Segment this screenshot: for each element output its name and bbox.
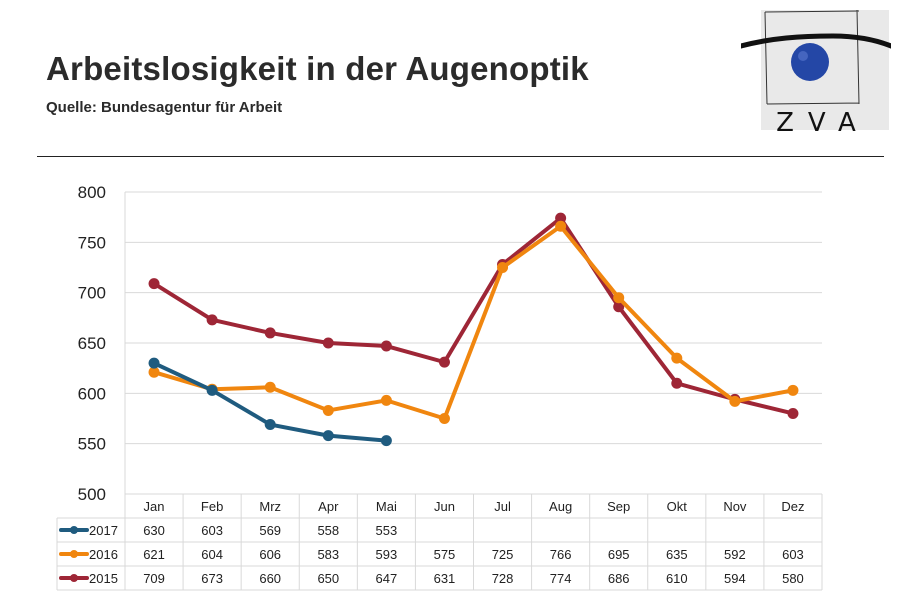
table-cell-value: 728 — [492, 571, 514, 586]
x-tick-label: Okt — [667, 499, 688, 514]
table-cell-value: 635 — [666, 547, 688, 562]
title-divider — [37, 156, 884, 157]
table-cell-value: 673 — [201, 571, 223, 586]
table-cell-value: 650 — [317, 571, 339, 586]
x-tick-label: Apr — [318, 499, 339, 514]
table-cell-value: 610 — [666, 571, 688, 586]
data-point-2016 — [555, 220, 567, 232]
data-point-2015 — [555, 212, 567, 224]
data-point-2016 — [438, 413, 450, 424]
table-cell-value: 621 — [143, 547, 165, 562]
legend-label: 2016 — [89, 547, 118, 562]
y-tick-label: 500 — [78, 485, 106, 504]
data-point-2015 — [438, 356, 450, 368]
table-cell-value: 647 — [376, 571, 398, 586]
table-cell-value: 603 — [201, 523, 223, 538]
data-point-2016 — [380, 394, 392, 406]
legend-key-marker — [70, 526, 78, 534]
page-title: Arbeitslosigkeit in der Augenoptik — [46, 50, 589, 87]
data-point-2015 — [613, 301, 625, 313]
data-point-2017 — [322, 430, 334, 442]
legend-key-marker — [70, 550, 78, 558]
table-cell-value: 766 — [550, 547, 572, 562]
table-cell-value: 594 — [724, 571, 746, 586]
data-point-2015 — [380, 340, 392, 352]
data-point-2015 — [206, 314, 218, 326]
data-point-2017 — [380, 435, 392, 447]
data-point-2015 — [787, 407, 799, 419]
x-tick-label: Jun — [434, 499, 455, 514]
legend-label: 2017 — [89, 523, 118, 538]
table-cell-value: 686 — [608, 571, 630, 586]
legend-label: 2015 — [89, 571, 118, 586]
series-line-2015 — [152, 216, 795, 416]
source-note: Quelle: Bundesagentur für Arbeit — [46, 99, 283, 116]
x-tick-label: Feb — [201, 499, 223, 514]
table-cell-value: 630 — [143, 523, 165, 538]
zva-logo-graphic — [738, 9, 894, 130]
table-cell-value: 725 — [492, 547, 514, 562]
table-cell-value: 603 — [782, 547, 804, 562]
y-tick-label: 550 — [78, 435, 106, 454]
x-tick-label: Nov — [723, 499, 747, 514]
x-tick-label: Sep — [607, 499, 630, 514]
y-tick-label: 600 — [78, 384, 106, 403]
data-point-2017 — [148, 357, 160, 369]
data-point-2015 — [322, 337, 334, 349]
x-tick-label: Jan — [144, 499, 165, 514]
y-tick-label: 750 — [78, 233, 106, 252]
x-tick-label: Jul — [494, 499, 511, 514]
table-cell-value: 631 — [434, 571, 456, 586]
zva-logo: ZVA — [738, 8, 894, 138]
x-tick-label: Mai — [376, 499, 397, 514]
data-point-2017 — [206, 384, 218, 396]
table-cell-value: 606 — [259, 547, 281, 562]
table-cell-value: 592 — [724, 547, 746, 562]
data-point-2016 — [787, 384, 799, 396]
data-point-2016 — [671, 352, 683, 364]
table-cell-value: 695 — [608, 547, 630, 562]
legend-key-marker — [70, 574, 78, 582]
table-cell-value: 553 — [376, 523, 398, 538]
y-tick-label: 800 — [78, 183, 106, 202]
y-tick-label: 700 — [78, 284, 106, 303]
x-tick-label: Mrz — [259, 499, 281, 514]
data-point-2016 — [497, 262, 509, 273]
data-point-2017 — [264, 419, 276, 431]
y-tick-label: 650 — [78, 334, 106, 353]
x-tick-label: Dez — [781, 499, 804, 514]
table-cell-value: 604 — [201, 547, 223, 562]
series-line-2016 — [152, 224, 795, 421]
x-tick-label: Aug — [549, 499, 572, 514]
data-point-2015 — [264, 327, 276, 339]
data-point-2016 — [148, 366, 160, 378]
data-point-2015 — [671, 377, 683, 389]
table-cell-value: 558 — [317, 523, 339, 538]
data-point-2016 — [264, 381, 276, 393]
table-cell-value: 580 — [782, 571, 804, 586]
table-cell-value: 774 — [550, 571, 572, 586]
table-cell-value: 583 — [317, 547, 339, 562]
table-cell-value: 569 — [259, 523, 281, 538]
data-point-2016 — [322, 404, 334, 416]
table-cell-value: 660 — [259, 571, 281, 586]
data-point-2015 — [148, 278, 160, 290]
table-cell-value: 593 — [376, 547, 398, 562]
data-point-2016 — [613, 292, 625, 304]
table-cell-value: 709 — [143, 571, 165, 586]
logo-text: ZVA — [776, 108, 870, 138]
data-point-2016 — [729, 395, 741, 407]
table-cell-value: 575 — [434, 547, 456, 562]
